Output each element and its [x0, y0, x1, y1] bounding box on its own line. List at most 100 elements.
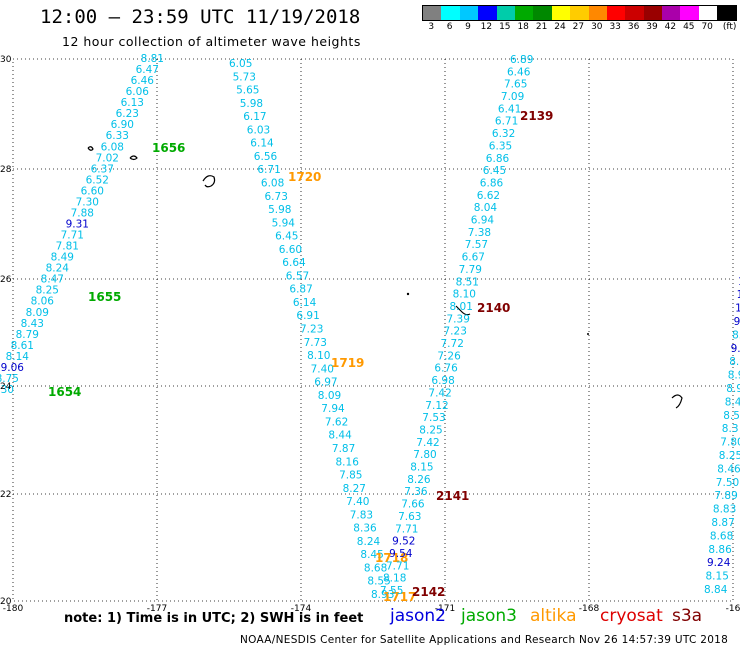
wave-height-value: 7.80	[413, 449, 436, 461]
wave-height-value: 8.10	[307, 350, 330, 362]
color-swatch	[496, 6, 515, 20]
wave-height-value: 6.67	[462, 252, 485, 264]
wave-height-value: 6.87	[289, 284, 312, 296]
wave-height-value: 8.06	[31, 296, 55, 308]
wave-height-value: 8.79	[16, 329, 39, 341]
track-time-label: 1654	[48, 385, 81, 399]
color-scale-label: 45	[683, 22, 695, 32]
wave-height-value: 8.10	[453, 289, 476, 301]
wave-height-value: 6.45	[275, 231, 298, 243]
color-scale-label: 36	[627, 22, 640, 32]
wave-height-value: 8.46	[717, 463, 740, 475]
color-scale-label: 30	[591, 22, 603, 32]
latitude-label: 30	[0, 55, 12, 65]
wave-height-value: 7.71	[395, 523, 418, 535]
wave-height-value: 6.23	[116, 108, 139, 120]
map-title: 12:00 — 23:59 UTC 11/19/2018	[40, 6, 361, 28]
wave-height-value: 7.23	[300, 324, 323, 336]
track-time-label: 1719	[331, 356, 364, 370]
wave-height-value: 7.38	[468, 227, 491, 239]
wave-height-value: 6.90	[111, 119, 134, 131]
wave-height-value: 6.97	[314, 377, 337, 389]
island-shape	[455, 305, 471, 316]
wave-height-value: 8.4	[725, 396, 740, 408]
color-swatch	[698, 6, 718, 20]
wave-height-value: 7.73	[304, 337, 327, 349]
satellite-tracks: 8.816.476.466.066.136.236.906.336.087.02…	[0, 53, 740, 604]
wave-height-value: 7.89	[714, 490, 737, 502]
color-scale-label: 21	[535, 22, 548, 32]
wave-height-value: 7.88	[71, 208, 94, 220]
wave-height-value: 8.45	[360, 549, 383, 561]
satellite-legend-cryosat: cryosat	[600, 606, 663, 626]
wave-height-value: 6.45	[483, 165, 506, 177]
credit-line: NOAA/NESDIS Center for Satellite Applica…	[240, 634, 729, 646]
wave-height-value: 8.55	[367, 576, 390, 588]
wave-height-value: 6.08	[261, 178, 284, 190]
wave-height-value: 7.80	[720, 437, 740, 449]
track-time-label: 2139	[520, 109, 553, 123]
wave-height-value: 8.30	[0, 384, 14, 396]
wave-height-value: 7.79	[459, 264, 482, 276]
island-shape	[202, 175, 216, 188]
color-swatch	[478, 6, 497, 20]
wave-height-value: 6.35	[489, 140, 512, 152]
longitude-label: -174	[291, 604, 312, 614]
wave-height-value: 6.64	[282, 257, 306, 269]
wave-height-value: 7.23	[444, 326, 467, 338]
color-scale-label: 27	[572, 22, 585, 32]
wave-height-value: 7.09	[501, 91, 524, 103]
color-scale-label: (ft)	[722, 22, 737, 32]
longitude-label: -177	[147, 604, 167, 614]
wave-height-value: 7.94	[321, 403, 345, 415]
track-time-label: 2140	[477, 301, 510, 315]
wave-height-value: 9.	[734, 316, 740, 328]
wave-height-value: 6.03	[247, 124, 270, 136]
island-dot	[406, 292, 410, 296]
wave-height-value: 6.94	[471, 215, 495, 227]
wave-height-value: 7.71	[386, 560, 409, 572]
longitude-label: -180	[3, 604, 24, 614]
wave-height-value: 7.87	[332, 443, 355, 455]
color-swatch	[588, 6, 607, 20]
wave-height-value: 6.86	[486, 153, 510, 165]
wave-height-value: 7.36	[404, 486, 428, 498]
wave-height-value: 6.60	[279, 244, 302, 256]
wave-height-value: 6.91	[296, 310, 319, 322]
wave-height-value: 7.63	[398, 511, 421, 523]
wave-height-value: 6.62	[477, 190, 500, 202]
color-swatch	[514, 6, 534, 20]
wave-height-value: 8.	[732, 329, 740, 341]
wave-height-value: 6.52	[86, 174, 109, 186]
wave-height-value: 5.98	[240, 98, 263, 110]
satellite-legend-jason2: jason2	[390, 606, 446, 626]
wave-height-value: 7.65	[504, 79, 527, 91]
latitude-label: 20	[0, 597, 12, 607]
color-swatch	[423, 6, 442, 20]
wave-height-value: 8.26	[407, 474, 431, 486]
track-time-label: 2141	[436, 489, 469, 503]
wave-height-value: 8.16	[336, 456, 360, 468]
color-swatch	[717, 6, 736, 20]
wave-height-value: 6.47	[136, 64, 159, 76]
latitude-label: 26	[0, 275, 12, 285]
wave-height-value: 8.01	[450, 301, 473, 313]
wave-height-value: 7.12	[425, 400, 448, 412]
wave-height-value: 7.50	[716, 477, 739, 489]
wave-height-value: 6.86	[480, 178, 504, 190]
wave-height-value: 6.76	[434, 363, 458, 375]
wave-height-value: 11	[738, 276, 740, 288]
wave-height-value: 10	[737, 289, 740, 301]
wave-height-value: 8.9	[728, 370, 740, 382]
longitude-label: -171	[435, 604, 455, 614]
wave-height-value: 6.14	[293, 297, 317, 309]
wave-height-value: 8.27	[343, 483, 366, 495]
wave-height-value: 8.81	[141, 53, 164, 65]
wave-height-value: 6.57	[286, 270, 309, 282]
wave-height-value: 6.46	[507, 66, 531, 78]
wave-height-value: 7.40	[311, 363, 334, 375]
wave-height-value: 7.83	[350, 509, 373, 521]
wave-height-value: 6.46	[131, 75, 155, 87]
color-scale-label: 18	[517, 22, 529, 32]
